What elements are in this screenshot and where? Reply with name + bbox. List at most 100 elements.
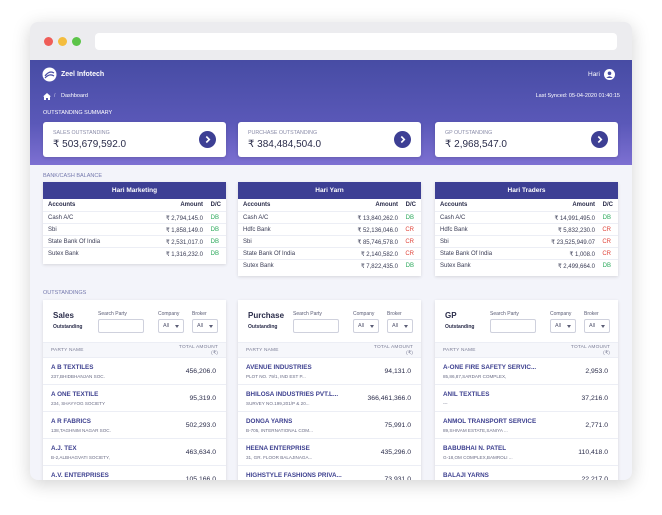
broker-select[interactable]: All [192,319,218,333]
company-select[interactable]: All [158,319,184,333]
user-name[interactable]: Hari [588,71,600,78]
party-row[interactable]: HEENA ENTERPRISE 31, GR. FLOOR BALAJINAGA… [238,439,421,466]
close-button[interactable] [44,37,53,46]
table-row: Cash A/C ₹ 14,991,495.0 DB [435,211,618,223]
breadcrumb-separator: / [54,93,56,99]
party-row[interactable]: A B TEXTILES 237,BHIDBHANJAN SOC. 456,206.… [43,358,226,385]
account-dc: DB [210,238,219,245]
dropdown-caret [601,325,605,328]
card-arrow-button[interactable] [591,131,608,148]
party-name: AVENUE INDUSTRIES [246,364,312,371]
panel-subtitle: Outstanding [53,324,83,330]
party-address: 237,BHIDBHANJAN SOC. [51,374,105,379]
party-amount: 105,166.0 [185,476,216,480]
user-icon[interactable] [604,69,615,80]
party-row[interactable]: DONGA YARNS B-705, INTERNATIONAL COM... 75… [238,412,421,439]
account-amount: ₹ 2,794,145.0 [165,215,203,222]
party-amount: 110,418.0 [578,449,608,456]
party-name: HEENA ENTERPRISE [246,445,310,452]
broker-value: All [197,323,204,329]
table-row: Cash A/C ₹ 13,840,262.0 DB [238,211,421,223]
card-value: ₹ 503,679,592.0 [53,139,127,150]
account-amount: ₹ 14,991,495.0 [554,215,595,222]
account-name: Hdfc Bank [440,226,468,233]
party-row[interactable]: A.V. ENTERPRISES 105,166.0 [43,466,226,480]
company-select[interactable]: All [550,319,576,333]
table-row: State Bank Of India ₹ 2,140,582.0 CR [238,247,421,259]
party-address: SURVEY NO.199,201/P & 20... [246,401,310,406]
account-amount: ₹ 5,832,230.0 [557,227,595,234]
account-dc: DB [602,214,611,221]
column-header: TOTAL AMOUNT (₹) [373,345,413,356]
party-row[interactable]: HIGHSTYLE FASHIONS PRIVA...SURVEY NO.259… [238,466,421,480]
card-value: ₹ 384,484,504.0 [248,139,322,150]
account-name: Cash A/C [243,214,269,221]
card-arrow-button[interactable] [199,131,216,148]
bank-table: Hari Marketing Accounts Amount D/C Cash A/C ₹… [43,182,226,264]
account-amount: ₹ 13,840,262.0 [357,215,398,222]
dropdown-caret [370,325,374,328]
broker-label: Broker [387,311,402,317]
broker-select[interactable]: All [584,319,610,333]
card-label: PURCHASE OUTSTANDING [248,130,318,136]
panel-title: Sales [53,311,74,320]
company-label: Company [550,311,572,317]
minimize-button[interactable] [58,37,67,46]
party-row[interactable]: BALAJI YARNS4/C/3,GF FLOOR HOMI PATHIC..… [435,466,618,480]
table-row: Sutex Bank ₹ 1,316,232.0 DB [43,247,226,259]
section-title: BANK/CASH BALANCE [43,173,102,179]
brand-logo [42,67,57,82]
party-name: HIGHSTYLE FASHIONS PRIVA... [246,472,342,479]
card-label: GP OUTSTANDING [445,130,493,136]
panel-title: GP [445,311,457,320]
breadcrumb[interactable]: Dashboard [61,93,88,99]
party-row[interactable]: ANIL TEXTILES --- 37,216.0 [435,385,618,412]
account-dc: DB [210,250,219,257]
address-bar[interactable] [95,33,617,50]
party-name: A R FABRICS [51,418,91,425]
table-row: Sbi ₹ 23,525,949.07 CR [435,235,618,247]
party-name: A.J. TEX [51,445,77,452]
dropdown-caret [404,325,408,328]
party-row[interactable]: A R FABRICS 138,TAGHNIM NAGAR SOC. 502,293… [43,412,226,439]
account-amount: ₹ 2,499,664.0 [557,263,595,270]
party-name: A.V. ENTERPRISES [51,472,109,479]
broker-value: All [589,323,596,329]
party-row[interactable]: BABUBHAI N. PATEL G-18,OM COMPLEX,BAMROLI… [435,439,618,466]
party-row[interactable]: A.J. TEX B-2,ALBHAGVATI SOCIETY, 463,634.0 [43,439,226,466]
search-input[interactable] [490,319,536,333]
search-input[interactable] [293,319,339,333]
account-amount: ₹ 2,531,017.0 [165,239,203,246]
party-amount: 95,319.0 [189,395,216,402]
party-name: ANIL TEXTILES [443,391,490,398]
bank-table: Hari Traders Accounts Amount D/C Cash A/C ₹ 1… [435,182,618,276]
account-amount: ₹ 23,525,949.07 [551,239,595,246]
chevron-icon [205,135,211,144]
party-row[interactable]: AVENUE INDUSTRIES PLOT NO. 79/1, IND EST … [238,358,421,385]
search-input[interactable] [98,319,144,333]
party-row[interactable]: BHILOSA INDUSTRIES PVT.L... SURVEY NO.199… [238,385,421,412]
party-row[interactable]: A ONE TEXTILE 234, SHAYYOG SOCIETY 95,319.… [43,385,226,412]
party-address: PLOT NO. 79/1, IND EST P... [246,374,306,379]
home-icon[interactable] [43,93,51,100]
party-amount: 463,634.0 [185,449,216,456]
party-address: G-18,OM COMPLEX,BAMROLI ... [443,455,513,460]
party-row[interactable]: ANMOL TRANSPORT SERVICE 89,SHIVAM ESTATE,… [435,412,618,439]
party-amount: 22,217.0 [581,476,608,480]
card-arrow-button[interactable] [394,131,411,148]
account-name: Sbi [48,226,57,233]
party-row[interactable]: A-ONE FIRE SAFETY SERVIC... 85,86,87,SARD… [435,358,618,385]
card-value: ₹ 2,968,547.0 [445,139,507,150]
column-header: Accounts [440,202,468,208]
account-amount: ₹ 1,858,149.0 [165,227,203,234]
company-value: All [358,323,365,329]
account-name: Sutex Bank [48,250,79,257]
broker-select[interactable]: All [387,319,413,333]
maximize-button[interactable] [72,37,81,46]
summary-card: GP OUTSTANDING ₹ 2,968,547.0 [435,122,618,157]
account-name: Sutex Bank [243,262,274,269]
account-dc: CR [602,226,611,233]
panel-subtitle: Outstanding [445,324,475,330]
table-header: PARTY NAME TOTAL AMOUNT (₹) [435,342,618,358]
company-select[interactable]: All [353,319,379,333]
